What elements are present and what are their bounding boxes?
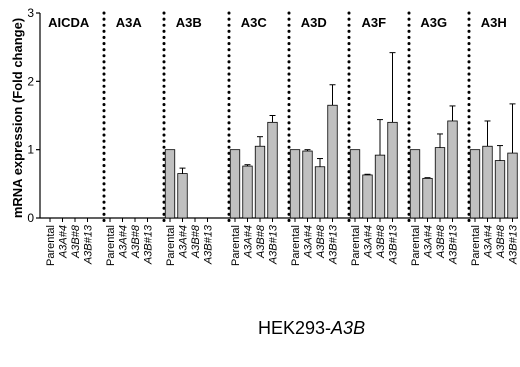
x-tick-label: A3B#13: [388, 224, 400, 265]
x-tick-label: A3B#13: [508, 224, 520, 265]
x-tick-label: A3B#8: [190, 224, 202, 259]
y-tick-label: 3: [27, 6, 34, 20]
group-titles: AICDA A3A A3B A3C A3D A3F A3G A3H: [48, 15, 507, 30]
bar: [242, 165, 253, 219]
group-separators: [102, 11, 471, 226]
y-tick-label: 1: [27, 143, 34, 157]
x-tick-label: A3B#8: [70, 224, 82, 259]
x-tick-label: Parental: [45, 225, 57, 266]
bar: [164, 149, 176, 219]
bar: [302, 150, 313, 219]
bar: [387, 121, 398, 219]
x-tick-label: Parental: [470, 225, 482, 266]
group-title: A3C: [241, 15, 268, 30]
x-tick-label: A3A#4: [483, 225, 495, 259]
x-tick-label: A3A#4: [178, 225, 190, 259]
x-tick-label: A3A#4: [243, 225, 255, 259]
x-tick-label: Parental: [350, 225, 362, 266]
x-tick-label: A3B#8: [435, 224, 447, 259]
x-tick-label: A3A#4: [118, 225, 130, 259]
bars: [49, 52, 518, 222]
group-title: A3D: [301, 15, 327, 30]
bar: [327, 104, 338, 219]
x-tick-label: A3B#8: [255, 224, 267, 259]
x-tick-label: A3B#13: [83, 224, 95, 265]
bar: [362, 174, 373, 219]
x-tick-label: A3A#4: [58, 225, 70, 259]
bar: [314, 166, 326, 219]
x-tick-label: A3B#13: [143, 224, 155, 265]
bar: [289, 149, 301, 219]
group-title: A3F: [361, 15, 386, 30]
bar: [409, 149, 421, 219]
x-tick-label: A3B#8: [130, 224, 142, 259]
bar: [482, 145, 493, 219]
x-tick-label: A3B#13: [328, 224, 340, 265]
bar: [494, 160, 506, 219]
bar: [422, 177, 433, 219]
x-tick-label: Parental: [165, 225, 177, 266]
bar: [434, 147, 446, 219]
bar: [177, 173, 188, 219]
bar: [447, 120, 458, 219]
bar: [254, 145, 266, 219]
y-tick-label: 2: [27, 74, 34, 88]
x-tick-label: A3A#4: [363, 225, 375, 259]
x-tick-label: Parental: [105, 225, 117, 266]
x-tick-label: A3B#8: [315, 224, 327, 259]
x-tick-label: A3B#13: [448, 224, 460, 265]
bar: [469, 149, 481, 219]
x-tick-labels: Parental A3A#4 A3B#8 A3B#13 Parental A3A#4 A3B…: [45, 224, 520, 266]
x-tick-label: A3B#8: [495, 224, 507, 259]
x-axis-label-prefix: HEK293-: [258, 318, 332, 338]
x-tick-label: A3B#13: [268, 224, 280, 265]
y-axis-label: mRNA expression (Fold change): [10, 18, 25, 218]
group-title: A3B: [176, 15, 202, 30]
x-tick-label: A3A#4: [423, 225, 435, 259]
x-axis-label-italic: A3B: [331, 318, 366, 338]
group-title: A3H: [481, 15, 507, 30]
x-tick-label: A3B#8: [375, 224, 387, 259]
group-title: A3A: [116, 15, 143, 30]
y-tick-label: 0: [27, 211, 34, 225]
bar: [374, 154, 386, 219]
x-tick-label: Parental: [230, 225, 242, 266]
x-tick-label: Parental: [410, 225, 422, 266]
group-title: AICDA: [48, 15, 90, 30]
bar: [267, 121, 278, 219]
bar: [349, 149, 361, 219]
bar: [229, 149, 241, 219]
x-tick-label: Parental: [290, 225, 302, 266]
bar: [507, 152, 518, 219]
x-tick-label: A3B#13: [203, 224, 215, 265]
x-tick-label: A3A#4: [303, 225, 315, 259]
group-title: A3G: [420, 15, 447, 30]
